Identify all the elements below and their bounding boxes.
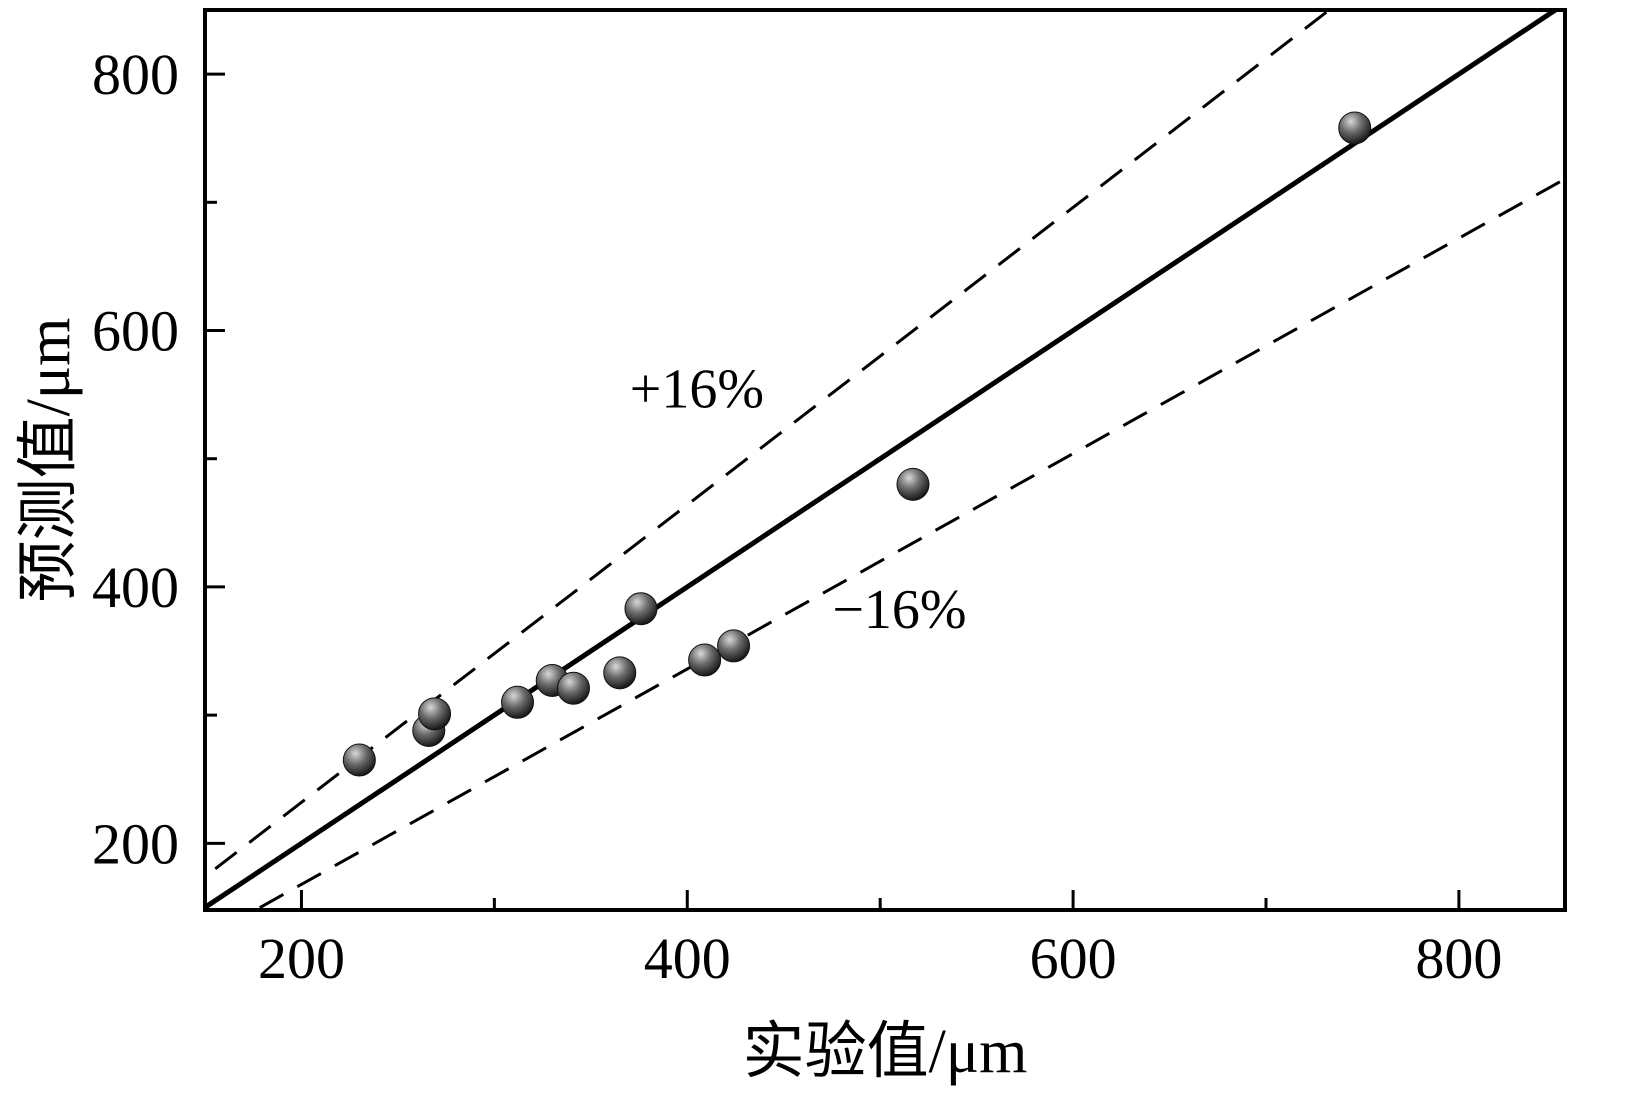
data-point — [688, 643, 722, 677]
data-points — [342, 111, 1372, 777]
y-axis-label: 预测值/μm — [15, 317, 83, 603]
y-tick-label: 200 — [92, 811, 179, 876]
x-tick-label: 200 — [258, 926, 345, 991]
y-tick-label: 800 — [92, 42, 179, 107]
identity-line — [205, 10, 1560, 910]
y-tick-label: 400 — [92, 555, 179, 620]
plot-border — [203, 8, 1567, 912]
plus-16-percent-line — [205, 10, 1332, 879]
data-point — [603, 656, 637, 690]
data-point — [1338, 111, 1372, 145]
minus-16-percent-line — [252, 177, 1565, 910]
x-tick-label: 800 — [1415, 926, 1502, 991]
data-point — [624, 592, 658, 626]
reference-lines — [205, 10, 1565, 910]
plus-16-percent-line-label: +16% — [630, 358, 764, 420]
x-axis-label: 实验值/μm — [742, 1018, 1028, 1086]
minus-16-percent-line-label: −16% — [832, 579, 966, 641]
data-point — [717, 629, 751, 663]
x-tick-label: 400 — [644, 926, 731, 991]
data-point — [896, 467, 930, 501]
data-point — [342, 743, 376, 777]
x-tick-label: 600 — [1030, 926, 1117, 991]
data-point — [556, 671, 590, 705]
y-tick-label: 600 — [92, 299, 179, 364]
data-point — [501, 685, 535, 719]
data-point — [418, 697, 452, 731]
